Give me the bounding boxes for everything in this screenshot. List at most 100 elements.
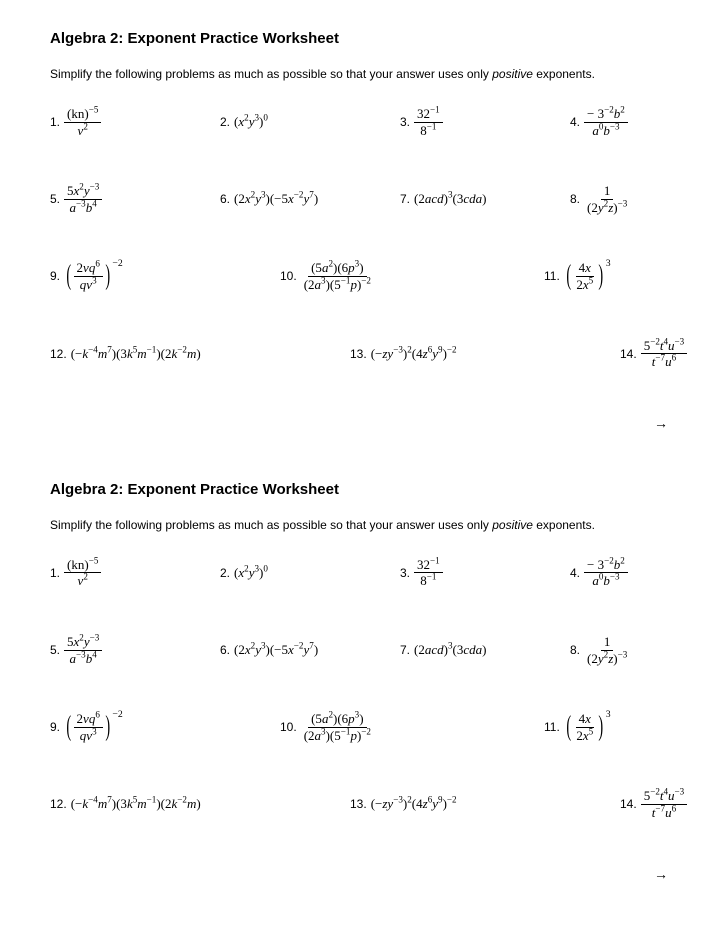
t: (− xyxy=(371,796,383,811)
e: −1 xyxy=(147,344,157,354)
problem-11: 11. ( 4x 2x5 ) 3 xyxy=(544,711,611,743)
e: −2 xyxy=(650,336,660,346)
e: 2 xyxy=(620,105,625,115)
t: 1 xyxy=(601,183,614,200)
t: )(2 xyxy=(156,796,171,811)
t: m xyxy=(98,346,107,361)
t: acd xyxy=(425,642,444,657)
t: 32 xyxy=(417,106,430,121)
problem-number: 3. xyxy=(400,115,410,129)
problem-number: 2. xyxy=(220,115,230,129)
e: −7 xyxy=(655,804,665,814)
lparen-icon: ( xyxy=(66,269,71,283)
problem-10-expr: (5a2)(6p3) (2a3)(5−1p)−2 xyxy=(301,711,374,743)
problem-number: 4. xyxy=(570,566,580,580)
problem-3: 3. 32−1 8−1 xyxy=(400,106,570,138)
problem-row-4: 12. (−k−4m7)(3k5m−1)(2k−2m) 13. (−zy−3)2… xyxy=(50,338,678,370)
problem-12-expr: (−k−4m7)(3k5m−1)(2k−2m) xyxy=(71,346,201,362)
problem-5: 5. 5x2y−3 a−3b4 xyxy=(50,183,220,215)
problem-number: 6. xyxy=(220,643,230,657)
problem-number: 12. xyxy=(50,797,67,811)
t: (3 xyxy=(453,191,464,206)
t: (4 xyxy=(412,796,423,811)
exp: 2 xyxy=(83,572,88,582)
e: −3 xyxy=(610,572,620,582)
problem-number: 5. xyxy=(50,192,60,206)
problem-11-expr: ( 4x 2x5 ) 3 xyxy=(564,260,611,292)
e: −2 xyxy=(650,787,660,797)
next-page-arrow-icon: → xyxy=(50,866,678,882)
t: cda xyxy=(463,191,482,206)
worksheet-page-1: Algebra 2: Exponent Practice Worksheet S… xyxy=(0,0,728,451)
worksheet-title: Algebra 2: Exponent Practice Worksheet xyxy=(50,30,678,47)
e: −3 xyxy=(610,121,620,131)
problem-10-expr: (5a2)(6p3) (2a3)(5−1p)−2 xyxy=(301,260,374,292)
problem-12: 12. (−k−4m7)(3k5m−1)(2k−2m) xyxy=(50,346,350,362)
problem-9-expr: ( 2vq6 qv3 ) −2 xyxy=(64,711,123,743)
rparen-icon: ) xyxy=(105,720,110,734)
e: −2 xyxy=(112,709,122,720)
problem-10: 10. (5a2)(6p3) (2a3)(5−1p)−2 xyxy=(280,260,544,292)
problem-number: 10. xyxy=(280,720,297,734)
problem-7-expr: (2acd)3(3cda) xyxy=(414,642,486,658)
problem-8: 8. 1 (2y2z)−3 xyxy=(570,634,630,666)
e: −3 xyxy=(90,633,100,643)
t: ) xyxy=(314,191,318,206)
t: ) xyxy=(314,642,318,657)
problem-5: 5. 5x2y−3 a−3b4 xyxy=(50,634,220,666)
t: (4 xyxy=(412,346,423,361)
e: 4 xyxy=(92,198,97,208)
t: )(−5 xyxy=(266,642,289,657)
e: 3 xyxy=(92,276,97,286)
e: 3 xyxy=(606,258,611,269)
lparen-icon: ( xyxy=(566,269,571,283)
problem-8-expr: 1 (2y2z)−3 xyxy=(584,183,630,215)
t: ) xyxy=(359,260,363,275)
problem-3-expr: 32−1 8−1 xyxy=(414,557,443,589)
problem-5-expr: 5x2y−3 a−3b4 xyxy=(64,183,102,215)
e: 5 xyxy=(589,276,594,286)
e: 6 xyxy=(672,353,677,363)
problem-2-expr: (x2y3)0 xyxy=(234,565,268,581)
problem-4-expr: − 3−2b2 a0b−3 xyxy=(584,106,628,138)
e: −3 xyxy=(393,795,403,805)
t: (− xyxy=(71,796,83,811)
instructions-pre: Simplify the following problems as much … xyxy=(50,518,492,532)
t: (2 xyxy=(414,642,425,657)
t: zy xyxy=(382,796,393,811)
t: )(3 xyxy=(112,346,127,361)
problem-1-expr: (kn)−5 v2 xyxy=(64,106,101,138)
problem-2: 2. (x2y3)0 xyxy=(220,565,400,581)
t: (2 xyxy=(304,728,315,743)
e: −7 xyxy=(655,353,665,363)
t: )(5 xyxy=(326,728,341,743)
t: qv xyxy=(80,728,92,743)
worksheet-instructions: Simplify the following problems as much … xyxy=(50,518,678,532)
exp: −5 xyxy=(89,105,99,115)
problem-2: 2. (x2y3)0 xyxy=(220,114,400,130)
problem-8: 8. 1 (2y2z)−3 xyxy=(570,183,630,215)
instructions-pre: Simplify the following problems as much … xyxy=(50,67,492,81)
problem-3: 3. 32−1 8−1 xyxy=(400,557,570,589)
t: (2 xyxy=(234,642,245,657)
problem-number: 7. xyxy=(400,192,410,206)
problem-12-expr: (−k−4m7)(3k5m−1)(2k−2m) xyxy=(71,796,201,812)
exp: 2 xyxy=(83,121,88,131)
problem-11: 11. ( 4x 2x5 ) 3 xyxy=(544,260,611,292)
problem-number: 1. xyxy=(50,566,60,580)
problem-13: 13. (−zy−3)2(4z6y9)−2 xyxy=(350,346,620,362)
e: 6 xyxy=(95,710,100,720)
e: −2 xyxy=(604,555,614,565)
problem-number: 11. xyxy=(544,269,560,283)
e: −2 xyxy=(447,344,457,354)
problem-number: 8. xyxy=(570,192,580,206)
e: −2 xyxy=(447,795,457,805)
e: −4 xyxy=(88,344,98,354)
t: cda xyxy=(463,642,482,657)
t: (5 xyxy=(311,260,322,275)
e: −1 xyxy=(430,105,440,115)
e: −2 xyxy=(361,726,371,736)
problem-7: 7. (2acd)3(3cda) xyxy=(400,642,570,658)
problem-number: 9. xyxy=(50,269,60,283)
problem-number: 14. xyxy=(620,347,637,361)
